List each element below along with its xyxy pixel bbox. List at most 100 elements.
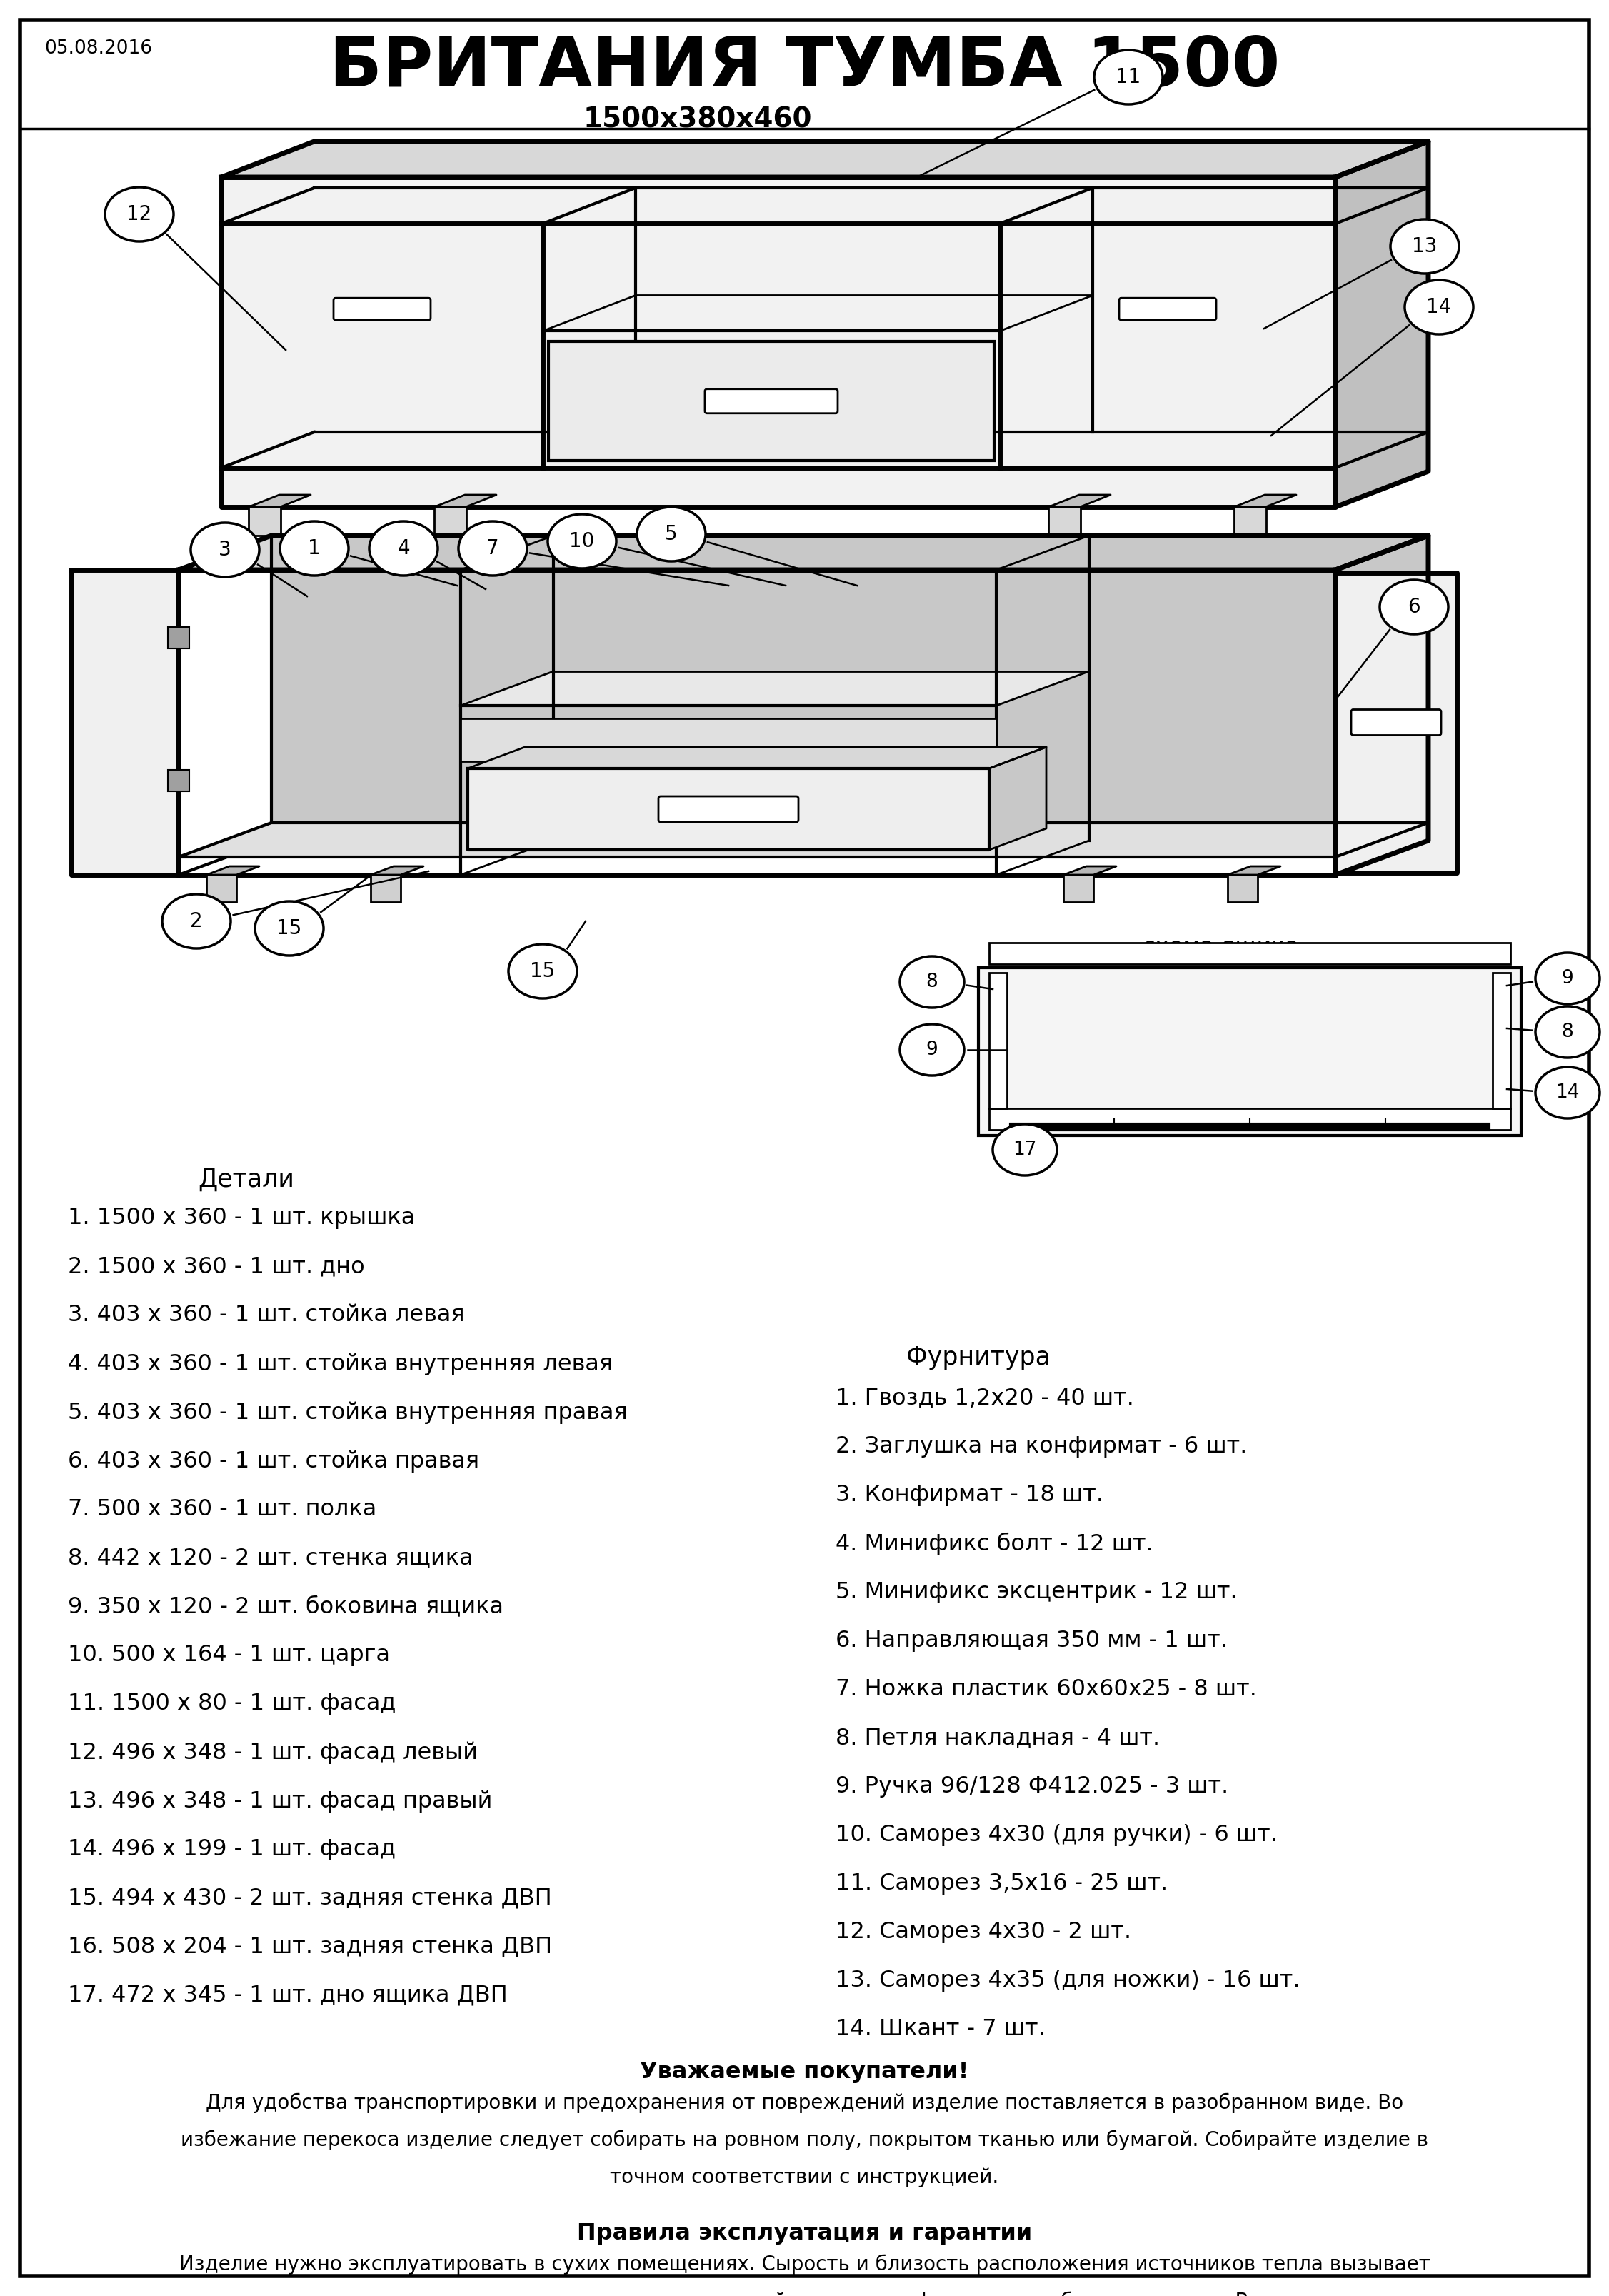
Polygon shape — [179, 822, 1429, 856]
FancyBboxPatch shape — [167, 627, 190, 647]
FancyBboxPatch shape — [1234, 507, 1266, 535]
Text: 4: 4 — [397, 540, 410, 558]
Ellipse shape — [280, 521, 349, 576]
Ellipse shape — [1535, 1068, 1599, 1118]
Ellipse shape — [1405, 280, 1474, 335]
Text: 4. 403 х 360 - 1 шт. стойка внутренняя левая: 4. 403 х 360 - 1 шт. стойка внутренняя л… — [68, 1352, 613, 1375]
Polygon shape — [468, 746, 1046, 769]
Ellipse shape — [1535, 1006, 1599, 1058]
Text: 3. Конфирмат - 18 шт.: 3. Конфирмат - 18 шт. — [835, 1483, 1104, 1506]
Polygon shape — [990, 746, 1046, 850]
Ellipse shape — [1381, 581, 1448, 634]
Ellipse shape — [254, 902, 323, 955]
Text: Уважаемые покупатели!: Уважаемые покупатели! — [640, 2062, 969, 2082]
Polygon shape — [460, 670, 1089, 705]
Polygon shape — [1228, 866, 1281, 875]
Text: 5: 5 — [665, 523, 677, 544]
FancyBboxPatch shape — [370, 875, 401, 902]
Text: 9: 9 — [1562, 969, 1574, 987]
Ellipse shape — [993, 1125, 1057, 1176]
Ellipse shape — [191, 523, 259, 576]
Text: 9: 9 — [927, 1040, 938, 1058]
Text: 1: 1 — [307, 540, 320, 558]
Ellipse shape — [163, 893, 230, 948]
Text: 8. Петля накладная - 4 шт.: 8. Петля накладная - 4 шт. — [835, 1727, 1160, 1750]
Text: 3. 403 х 360 - 1 шт. стойка левая: 3. 403 х 360 - 1 шт. стойка левая — [68, 1304, 465, 1327]
Text: 14. 496 х 199 - 1 шт. фасад: 14. 496 х 199 - 1 шт. фасад — [68, 1839, 396, 1860]
FancyBboxPatch shape — [333, 298, 431, 319]
Text: БРИТАНИЯ ТУМБА 1500: БРИТАНИЯ ТУМБА 1500 — [330, 34, 1279, 101]
FancyBboxPatch shape — [1228, 875, 1258, 902]
Text: 13. 496 х 348 - 1 шт. фасад правый: 13. 496 х 348 - 1 шт. фасад правый — [68, 1789, 492, 1812]
Polygon shape — [222, 142, 1429, 177]
Polygon shape — [248, 496, 311, 507]
Text: 4. Минификс болт - 12 шт.: 4. Минификс болт - 12 шт. — [835, 1531, 1154, 1557]
FancyBboxPatch shape — [1352, 709, 1442, 735]
FancyBboxPatch shape — [206, 875, 237, 902]
Text: Правила эксплуатация и гарантии: Правила эксплуатация и гарантии — [578, 2223, 1031, 2245]
Text: 05.08.2016: 05.08.2016 — [45, 39, 153, 57]
Text: 3: 3 — [219, 540, 232, 560]
Polygon shape — [71, 569, 179, 875]
FancyBboxPatch shape — [167, 769, 190, 792]
Text: 7: 7 — [486, 540, 499, 558]
Ellipse shape — [1094, 51, 1163, 103]
Ellipse shape — [637, 507, 706, 560]
Text: 6: 6 — [1408, 597, 1421, 618]
FancyBboxPatch shape — [990, 974, 1007, 1109]
FancyBboxPatch shape — [434, 507, 467, 535]
Text: 2. 1500 х 360 - 1 шт. дно: 2. 1500 х 360 - 1 шт. дно — [68, 1256, 365, 1277]
Ellipse shape — [508, 944, 578, 999]
Text: точном соответствии с инструкцией.: точном соответствии с инструкцией. — [610, 2167, 999, 2188]
Ellipse shape — [547, 514, 616, 569]
Polygon shape — [222, 177, 1335, 507]
Text: 1. 1500 х 360 - 1 шт. крышка: 1. 1500 х 360 - 1 шт. крышка — [68, 1208, 415, 1228]
Text: 14: 14 — [1427, 296, 1451, 317]
Text: 7. 500 х 360 - 1 шт. полка: 7. 500 х 360 - 1 шт. полка — [68, 1499, 377, 1520]
Text: 10. 500 х 164 - 1 шт. царга: 10. 500 х 164 - 1 шт. царга — [68, 1644, 389, 1667]
FancyBboxPatch shape — [705, 388, 838, 413]
Polygon shape — [1064, 866, 1117, 875]
FancyBboxPatch shape — [1064, 875, 1094, 902]
Polygon shape — [272, 535, 1429, 840]
FancyBboxPatch shape — [248, 507, 280, 535]
FancyBboxPatch shape — [19, 21, 1590, 2275]
Text: 13: 13 — [1413, 236, 1437, 257]
Polygon shape — [1234, 496, 1297, 507]
Polygon shape — [206, 866, 259, 875]
Text: 12. 496 х 348 - 1 шт. фасад левый: 12. 496 х 348 - 1 шт. фасад левый — [68, 1740, 478, 1763]
Text: 8: 8 — [1562, 1022, 1574, 1040]
Text: 2: 2 — [190, 912, 203, 932]
Polygon shape — [468, 769, 990, 850]
Text: 14. Шкант - 7 шт.: 14. Шкант - 7 шт. — [835, 2018, 1046, 2041]
Text: 14: 14 — [1556, 1084, 1580, 1102]
Polygon shape — [1335, 535, 1429, 875]
Polygon shape — [370, 866, 423, 875]
Text: 9. 350 х 120 - 2 шт. боковина ящика: 9. 350 х 120 - 2 шт. боковина ящика — [68, 1596, 504, 1619]
FancyBboxPatch shape — [1493, 974, 1511, 1109]
Text: 12: 12 — [127, 204, 151, 225]
Text: 11. Саморез 3,5х16 - 25 шт.: 11. Саморез 3,5х16 - 25 шт. — [835, 1874, 1168, 1894]
Text: 12. Саморез 4х30 - 2 шт.: 12. Саморез 4х30 - 2 шт. — [835, 1922, 1131, 1942]
Polygon shape — [460, 719, 996, 762]
FancyBboxPatch shape — [990, 944, 1511, 964]
Ellipse shape — [1535, 953, 1599, 1003]
Ellipse shape — [899, 955, 964, 1008]
Text: 15. 494 х 430 - 2 шт. задняя стенка ДВП: 15. 494 х 430 - 2 шт. задняя стенка ДВП — [68, 1887, 552, 1908]
FancyBboxPatch shape — [990, 1109, 1511, 1130]
Text: 6. 403 х 360 - 1 шт. стойка правая: 6. 403 х 360 - 1 шт. стойка правая — [68, 1449, 479, 1472]
Polygon shape — [179, 535, 1429, 569]
Ellipse shape — [459, 521, 528, 576]
Text: Для удобства транспортировки и предохранения от повреждений изделие поставляется: Для удобства транспортировки и предохран… — [206, 2094, 1403, 2115]
Text: 8: 8 — [927, 974, 938, 992]
Text: 7. Ножка пластик 60х60х25 - 8 шт.: 7. Ножка пластик 60х60х25 - 8 шт. — [835, 1678, 1257, 1701]
Polygon shape — [1049, 496, 1110, 507]
Text: ускоренное старение защитно-декоративных покрытий, а также деформацию мебельных : ускоренное старение защитно-декоративных… — [198, 2291, 1411, 2296]
Ellipse shape — [899, 1024, 964, 1075]
Text: 5. Минификс эксцентрик - 12 шт.: 5. Минификс эксцентрик - 12 шт. — [835, 1582, 1237, 1603]
Text: 16. 508 х 204 - 1 шт. задняя стенка ДВП: 16. 508 х 204 - 1 шт. задняя стенка ДВП — [68, 1936, 552, 1958]
Text: 8. 442 х 120 - 2 шт. стенка ящика: 8. 442 х 120 - 2 шт. стенка ящика — [68, 1548, 473, 1568]
Polygon shape — [1335, 142, 1429, 507]
Text: 15: 15 — [531, 962, 555, 980]
Text: избежание перекоса изделие следует собирать на ровном полу, покрытом тканью или : избежание перекоса изделие следует собир… — [180, 2131, 1429, 2151]
